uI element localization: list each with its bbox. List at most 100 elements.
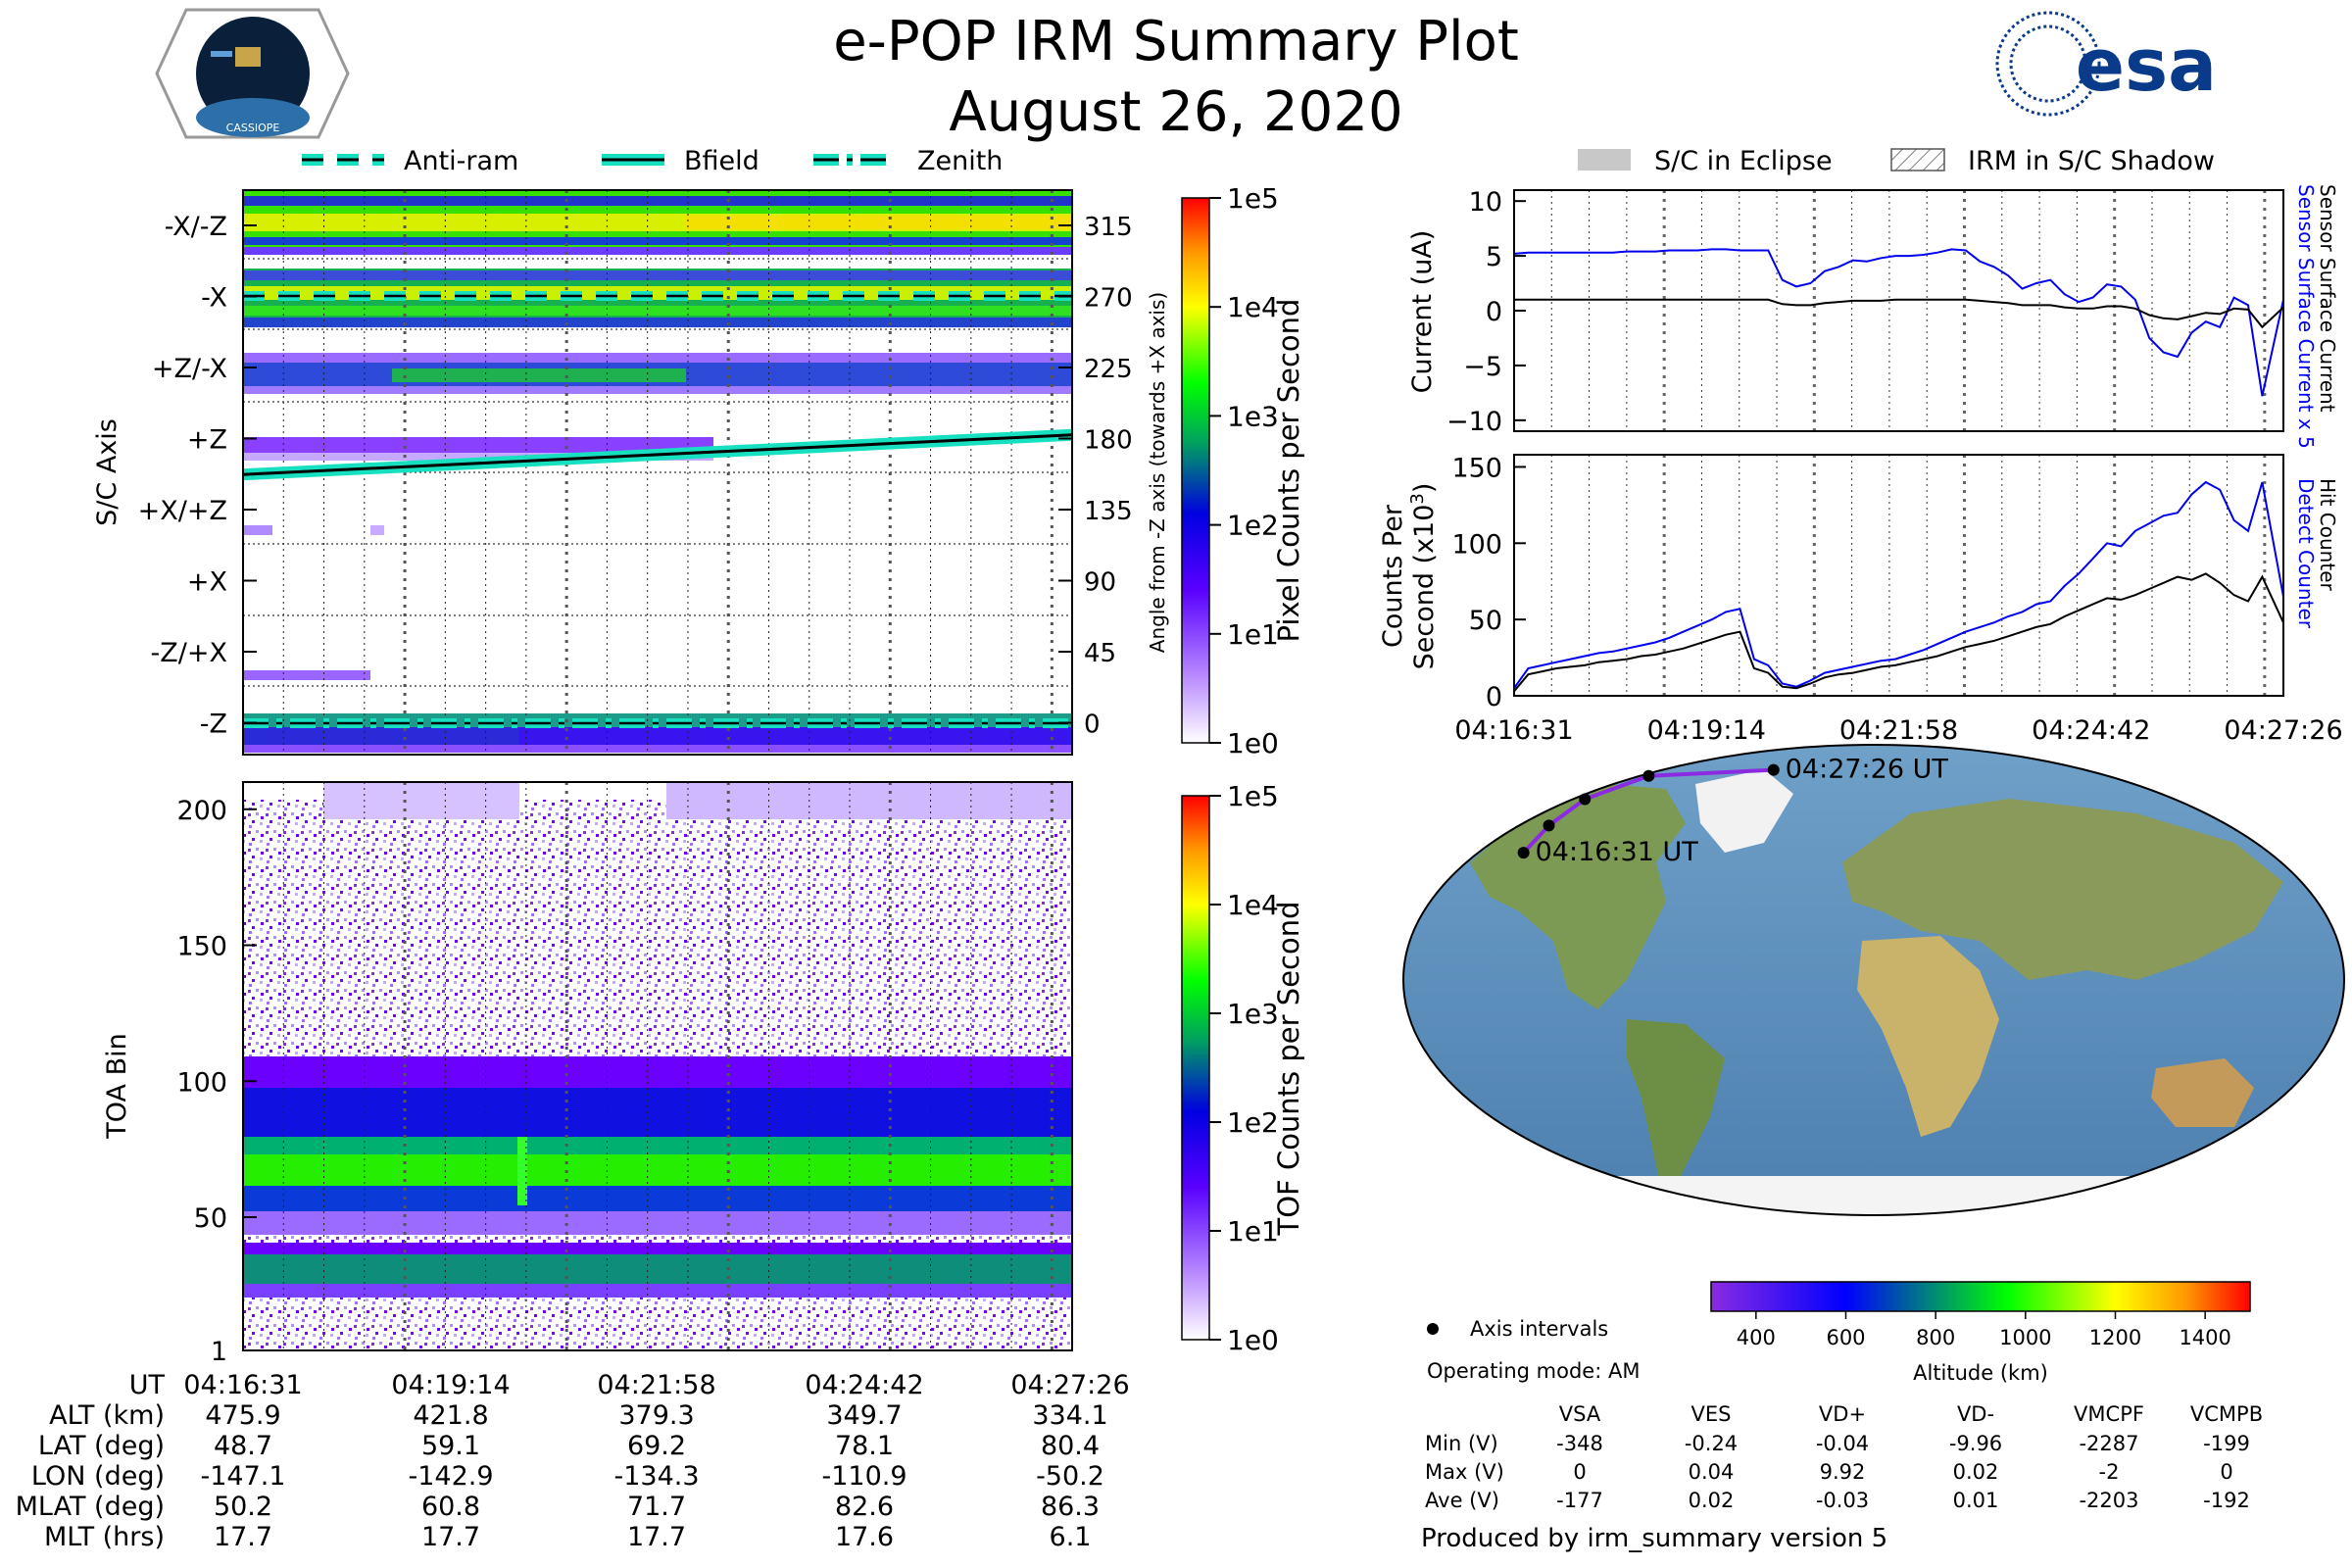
tof-yticks: 200 150 100 50 1: [176, 796, 257, 1367]
ytick-label: 0: [1486, 297, 1502, 327]
voltage-cell: -348: [1556, 1432, 1603, 1455]
pixel-ytick-label: -Z/+X: [151, 638, 227, 668]
figure-title: e-POP IRM Summary Plot August 26, 2020: [0, 8, 2352, 149]
ephemeris-cell: 69.2: [627, 1431, 686, 1461]
pixel-colorbar: 1e5 1e4 1e3 1e2 1e1 1e0 Pixel Counts per Seco…: [1181, 182, 1305, 760]
counts-right-label-black: Hit Counter: [2316, 478, 2339, 591]
current-frame: [1513, 189, 2284, 432]
pixel-ylabel-right: Angle from -Z axis (towards +X axis): [1146, 292, 1169, 653]
ephemeris-cell: 78.1: [835, 1431, 894, 1461]
ytick-label: 10: [1469, 187, 1502, 218]
ephemeris-row-label: UT: [129, 1370, 166, 1400]
ephemeris-cell: 80.4: [1041, 1431, 1100, 1461]
voltage-cell: -2203: [2079, 1489, 2138, 1512]
track-end-label: 04:27:26 UT: [1786, 755, 1949, 785]
voltage-cell: -0.04: [1816, 1432, 1869, 1455]
voltage-col-header: VMCPF: [2074, 1402, 2144, 1426]
page-title: e-POP IRM Summary Plot: [833, 10, 1519, 74]
legend-top-left: Anti-ram Bfield Zenith: [302, 146, 1003, 176]
map-eurasia: [1842, 799, 2283, 980]
altitude-tick-label: 400: [1737, 1326, 1776, 1349]
map-greenland: [1695, 769, 1793, 853]
counts-ylabel-line2: Second (x103): [1407, 483, 1440, 670]
ephemeris-cell: 59.1: [421, 1431, 480, 1461]
ephemeris-cell: 04:19:14: [391, 1370, 510, 1400]
legend-top-right: S/C in Eclipse IRM in S/C Shadow: [1578, 146, 2215, 176]
info-block: Axis intervals Operating mode: AM VSA VES…: [1421, 1317, 2263, 1553]
counts-ylabel-line1: Counts Per: [1378, 504, 1408, 648]
voltage-cell: 0.04: [1689, 1460, 1735, 1484]
colorbar-tick-label: 1e1: [1227, 618, 1279, 651]
ephemeris-cell: 379.3: [618, 1400, 694, 1431]
pixel-ytick-label: -X: [201, 283, 227, 314]
altitude-tick-label: 1200: [2089, 1326, 2141, 1349]
altitude-colorbar-ticks: 400 600 800 1000 1200 1400: [1737, 1311, 2231, 1349]
voltage-cell: 0.02: [1689, 1489, 1735, 1512]
voltage-cell: -177: [1556, 1489, 1603, 1512]
pixel-ytick-label: +X/+Z: [138, 496, 227, 526]
tof-top-stripe-b: [666, 782, 1072, 819]
altitude-tick-label: 1000: [1999, 1326, 2051, 1349]
colorbar-tick-label: 1e1: [1227, 1215, 1279, 1248]
pixel-right-ticks: 315 270 225 180 135 90 45 0: [1058, 213, 1133, 740]
pixel-ylabel: S/C Axis: [92, 418, 122, 526]
ytick-label: 100: [1451, 529, 1502, 560]
tof-band-low-violet: [243, 1284, 1072, 1298]
voltage-cell: 0: [2220, 1460, 2232, 1484]
voltage-cell: -2: [2099, 1460, 2120, 1484]
pixel-ytick-label: -X/-Z: [165, 212, 227, 242]
esa-logo: esa: [1995, 11, 2217, 117]
current-ylabel: Current (uA): [1407, 230, 1438, 394]
tof-top-stripe-a: [323, 782, 519, 819]
counts-plot: 150 100 50 0 04:16:31 04:19:14 04:21:58 04:24:…: [1378, 453, 2343, 746]
current-right-label-blue: Sensor Surface Current x 5: [2294, 184, 2318, 449]
pixel-right-tick-label: 180: [1084, 426, 1133, 456]
pixel-heatmap-panel: -X/-Z -X +Z/-X +Z +X/+Z +X -Z/+X -Z 315 270 225 18…: [92, 189, 1169, 756]
pixel-vertical-gridlines: [282, 190, 1054, 755]
map-antarctica: [1403, 1176, 2342, 1215]
colorbar-tick-label: 1e5: [1227, 780, 1279, 812]
ytick-label: 50: [1469, 606, 1502, 636]
voltage-cell: 0: [1573, 1460, 1586, 1484]
tof-heatmap-panel: 200 150 100 50 1 TOA Bin: [102, 781, 1073, 1367]
tof-band-blue: [243, 1088, 1072, 1137]
colorbar-tick-label: 1e4: [1227, 889, 1279, 921]
current-plot: 10 5 0 −5 −10 Current (uA) Sensor Surface Cu…: [1407, 184, 2339, 449]
ephemeris-cell: 86.3: [1041, 1492, 1100, 1522]
ytick-label: 150: [1451, 453, 1502, 483]
ephemeris-row-label: MLT (hrs): [44, 1522, 165, 1552]
legend-zenith: Zenith: [917, 146, 1003, 176]
ephemeris-cell: 6.1: [1050, 1522, 1092, 1552]
ytick-label: −10: [1446, 407, 1502, 437]
counts-line-black: [1513, 572, 2284, 692]
ephemeris-cell: -147.1: [200, 1461, 285, 1492]
voltage-table: VSA VES VD+ VD- VMCPF VCMPB Min (V) -348 -0.24 -0…: [1425, 1402, 2263, 1512]
counts-xticks: 04:16:31 04:19:14 04:21:58 04:24:42 04:27:26: [1454, 715, 2342, 746]
cassiope-logo: CASSIOPE: [155, 8, 350, 139]
voltage-cell: -2287: [2079, 1432, 2138, 1455]
voltage-row-label: Ave (V): [1425, 1489, 1499, 1512]
colorbar-tick-label: 1e0: [1227, 727, 1279, 760]
map-africa: [1857, 936, 1999, 1137]
track-point: [1543, 819, 1555, 832]
ephemeris-cell: 50.2: [214, 1492, 272, 1522]
map-outline: [1402, 744, 2345, 1216]
voltage-col-header: VSA: [1559, 1402, 1601, 1426]
tof-colorbar-ticks: 1e5 1e4 1e3 1e2 1e1 1e0: [1209, 780, 1279, 1356]
voltage-cell: -9.96: [1949, 1432, 2002, 1455]
tof-band-lower-violet: [243, 1211, 1072, 1235]
counts-xtick-label: 04:19:14: [1647, 715, 1766, 746]
pixel-left-ticks: -X/-Z -X +Z/-X +Z +X/+Z +X -Z/+X -Z: [138, 212, 257, 740]
track-point: [1579, 793, 1592, 806]
tof-ytick-label: 50: [194, 1203, 227, 1234]
altitude-colorbar-label: Altitude (km): [1913, 1361, 2048, 1385]
voltage-cell: 0.01: [1953, 1489, 1999, 1512]
current-vertical-gridlines: [1550, 190, 2267, 431]
ephemeris-cell: 17.7: [421, 1522, 480, 1552]
tof-band-green: [243, 1154, 1072, 1186]
current-line-black: [1514, 298, 2284, 329]
operating-mode: Operating mode: AM: [1427, 1359, 1640, 1383]
ephemeris-row-label: LON (deg): [31, 1461, 165, 1492]
tof-discontinuity: [517, 1137, 527, 1205]
